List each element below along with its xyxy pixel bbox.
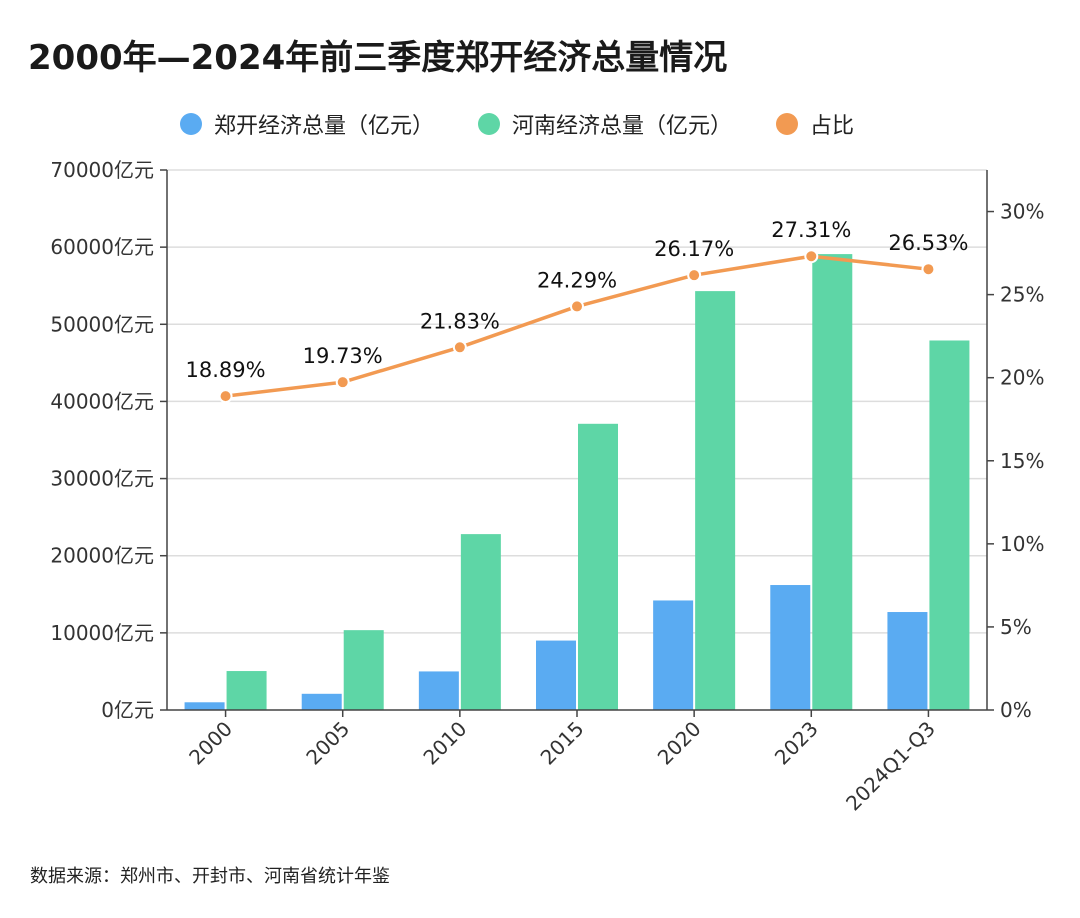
bar-henan [695,291,736,710]
y-left-tick-label: 50000亿元 [50,312,154,336]
y-right-tick-label: 15% [1000,449,1044,473]
data-source: 数据来源：郑州市、开封市、河南省统计年鉴 [30,866,390,887]
share-data-label: 19.73% [303,344,383,368]
y-right-tick-label: 20% [1000,366,1044,390]
legend-dot-zhengkai [180,113,202,135]
y-left-tick-label: 10000亿元 [50,621,154,645]
bar-zhengkai [301,693,342,710]
share-point [218,389,233,404]
y-right-tick-label: 10% [1000,532,1044,556]
chart-title: 2000年—2024年前三季度郑开经济总量情况 [28,38,728,78]
share-point [804,249,819,264]
legend-item-zhengkai: 郑开经济总量（亿元） [180,108,434,140]
share-data-label: 26.53% [888,231,968,255]
x-tick-label: 2024Q1-Q3 [841,717,940,816]
bar-zhengkai [770,585,811,710]
legend-item-henan: 河南经济总量（亿元） [478,108,732,140]
bar-henan [343,630,384,710]
x-tick-label: 2005 [301,717,354,770]
y-left-tick-label: 70000亿元 [50,158,154,182]
share-point [921,262,936,277]
bar-zhengkai [536,640,576,710]
bar-zhengkai [653,600,694,710]
bar-henan [929,340,970,710]
bar-henan [226,671,267,710]
bar-henan [460,534,501,710]
share-point [687,268,702,283]
legend-dot-henan [478,113,501,135]
share-data-label: 21.83% [420,309,500,333]
legend-label-henan: 河南经济总量（亿元） [512,114,733,139]
bar-layer [184,254,970,711]
share-data-label: 24.29% [537,268,617,292]
legend-label-zhengkai: 郑开经济总量（亿元） [214,114,435,139]
bar-zhengkai [418,671,459,710]
bar-henan [812,254,853,711]
legend-label-share: 占比 [810,114,855,139]
y-left-tick-label: 20000亿元 [50,544,154,568]
bar-zhengkai [184,702,225,710]
grid-layer [167,169,987,634]
y-left-tick-label: 30000亿元 [50,467,154,491]
y-left-tick-label: 60000亿元 [50,235,154,259]
x-tick-label: 2000 [184,717,237,770]
y-left-tick-label: 40000亿元 [50,389,154,413]
share-point [452,340,467,355]
share-data-label: 26.17% [654,237,734,261]
share-point [570,299,584,314]
share-data-label: 27.31% [771,218,851,242]
share-data-label: 18.89% [186,358,266,382]
legend: 郑开经济总量（亿元） 河南经济总量（亿元） 占比 [180,108,898,140]
legend-item-share: 占比 [776,108,854,140]
y-right-tick-label: 30% [1000,200,1044,224]
legend-dot-share [776,113,799,135]
x-tick-label: 2010 [418,717,471,770]
bar-zhengkai [887,612,928,710]
y-right-tick-label: 5% [1000,615,1032,639]
y-right-tick-label: 0% [1000,698,1032,722]
y-left-tick-label: 0亿元 [101,698,154,722]
line-layer: 18.89% 19.73% 21.83% 24.29% 26.17% 27.31% 26.5… [186,218,968,404]
share-point [335,375,350,390]
y-right-tick-label: 25% [1000,283,1044,307]
x-tick-label: 2015 [536,717,589,770]
axis-layer: 0亿元 10000亿元 20000亿元 30000亿元 40000亿元 50000亿元 60… [50,158,1044,815]
bar-henan [578,423,618,710]
x-tick-label: 2023 [770,717,823,770]
x-tick-label: 2020 [653,717,706,770]
